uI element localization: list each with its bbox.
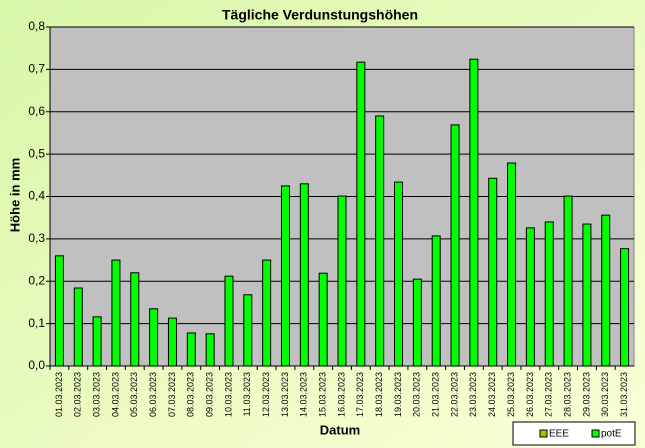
y-axis-label: Höhe in mm	[7, 158, 22, 232]
bar	[601, 214, 611, 367]
y-tick-label: 0,1	[28, 316, 45, 330]
x-tick-label: 30.03.2023	[600, 372, 610, 417]
bar	[375, 115, 385, 367]
x-tick-label: 17.03.2023	[355, 372, 365, 417]
x-tick-label: 22.03.2023	[449, 372, 459, 417]
x-tick-label: 28.03.2023	[562, 372, 572, 417]
bar	[318, 272, 328, 367]
x-tick-label: 16.03.2023	[336, 372, 346, 417]
bar	[450, 124, 460, 367]
legend-swatch	[539, 429, 548, 438]
bar	[130, 272, 140, 367]
bar	[186, 332, 196, 367]
y-tick-label: 0,3	[28, 231, 45, 245]
x-tick-label: 13.03.2023	[280, 372, 290, 417]
chart-title: Tägliche Verdunstungshöhen	[222, 7, 418, 23]
bar	[337, 195, 347, 367]
x-tick-label: 15.03.2023	[318, 372, 328, 417]
x-tick-label: 08.03.2023	[186, 372, 196, 417]
x-tick-label: 29.03.2023	[581, 372, 591, 417]
legend-label: potE	[601, 429, 622, 440]
bar	[149, 308, 159, 367]
x-tick-label: 06.03.2023	[148, 372, 158, 417]
y-tick-label: 0,8	[28, 19, 45, 33]
x-axis-label: Datum	[320, 422, 360, 437]
x-tick-label: 02.03.2023	[73, 372, 83, 417]
bar	[54, 255, 64, 367]
bar	[582, 223, 592, 367]
x-tick-label: 09.03.2023	[205, 372, 215, 417]
legend-swatch	[591, 429, 600, 438]
x-tick-label: 31.03.2023	[619, 372, 629, 417]
bar	[431, 235, 441, 367]
y-tick-label: 0,4	[28, 189, 45, 203]
bar	[563, 195, 573, 367]
x-tick-label: 10.03.2023	[223, 372, 233, 417]
bar	[205, 333, 215, 367]
x-tick-label: 27.03.2023	[544, 372, 554, 417]
bar	[167, 317, 177, 367]
legend	[512, 421, 636, 446]
x-tick-label: 14.03.2023	[299, 372, 309, 417]
y-tick-label: 0,5	[28, 146, 45, 160]
bar	[73, 287, 83, 367]
bar	[544, 221, 554, 367]
x-tick-label: 07.03.2023	[167, 372, 177, 417]
x-tick-label: 25.03.2023	[506, 372, 516, 417]
x-tick-label: 11.03.2023	[242, 372, 252, 416]
bar	[525, 227, 535, 367]
x-tick-label: 05.03.2023	[129, 372, 139, 417]
bar	[469, 58, 479, 367]
y-tick-label: 0,0	[28, 358, 45, 372]
bar	[280, 185, 290, 367]
x-tick-label: 23.03.2023	[468, 372, 478, 417]
y-tick-label: 0,6	[28, 104, 45, 118]
x-tick-label: 20.03.2023	[412, 372, 422, 417]
x-tick-label: 24.03.2023	[487, 372, 497, 417]
bar	[356, 61, 366, 367]
x-tick-label: 12.03.2023	[261, 372, 271, 417]
x-tick-label: 21.03.2023	[431, 372, 441, 417]
x-tick-label: 04.03.2023	[110, 372, 120, 417]
legend-label: EEE	[549, 429, 569, 440]
bar	[224, 275, 234, 367]
bar	[394, 181, 404, 367]
bar	[299, 183, 309, 367]
x-tick-label: 19.03.2023	[393, 372, 403, 417]
bar	[507, 162, 517, 367]
y-tick-label: 0,7	[28, 62, 45, 76]
bar	[412, 278, 422, 367]
bar	[262, 259, 272, 367]
x-tick-label: 18.03.2023	[374, 372, 384, 417]
y-tick-label: 0,2	[28, 273, 45, 287]
bar	[111, 259, 121, 367]
bar	[243, 294, 253, 367]
x-tick-label: 03.03.2023	[91, 372, 101, 417]
bar	[92, 316, 102, 367]
x-tick-label: 26.03.2023	[525, 372, 535, 417]
bar	[488, 177, 498, 367]
x-tick-label: 01.03.2023	[54, 372, 64, 417]
bar	[620, 248, 630, 367]
